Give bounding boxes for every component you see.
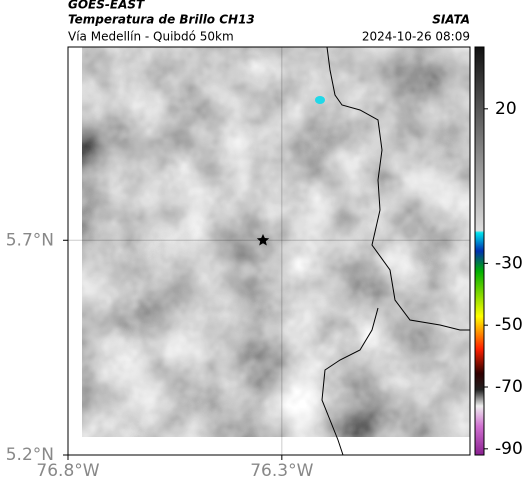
datetime: 2024-10-26 08:09 (362, 30, 470, 44)
colorbar-tick-label: 20 (495, 99, 517, 119)
colorbar-tick-label: -30 (495, 253, 523, 273)
map-frame (67, 46, 471, 456)
agency: SIATA (432, 13, 470, 27)
satellite-image (82, 46, 470, 456)
colorbar-tick-label: -90 (495, 439, 523, 459)
colorbar-tick-label: -70 (495, 377, 523, 397)
colorbar (474, 46, 485, 456)
title: Temperatura de Brillo CH13 (68, 13, 255, 27)
y-tick-label: 5.7°N (6, 230, 54, 250)
y-tick-label: 5.2°N (6, 445, 54, 465)
subtitle: Vía Medellín - Quibdó 50km (68, 30, 234, 44)
x-tick-label: 76.3°W (250, 461, 313, 481)
colorbar-tick-label: -50 (495, 315, 523, 335)
x-tick-label: 76.8°W (36, 461, 99, 481)
source: GOES-EAST (68, 0, 145, 12)
